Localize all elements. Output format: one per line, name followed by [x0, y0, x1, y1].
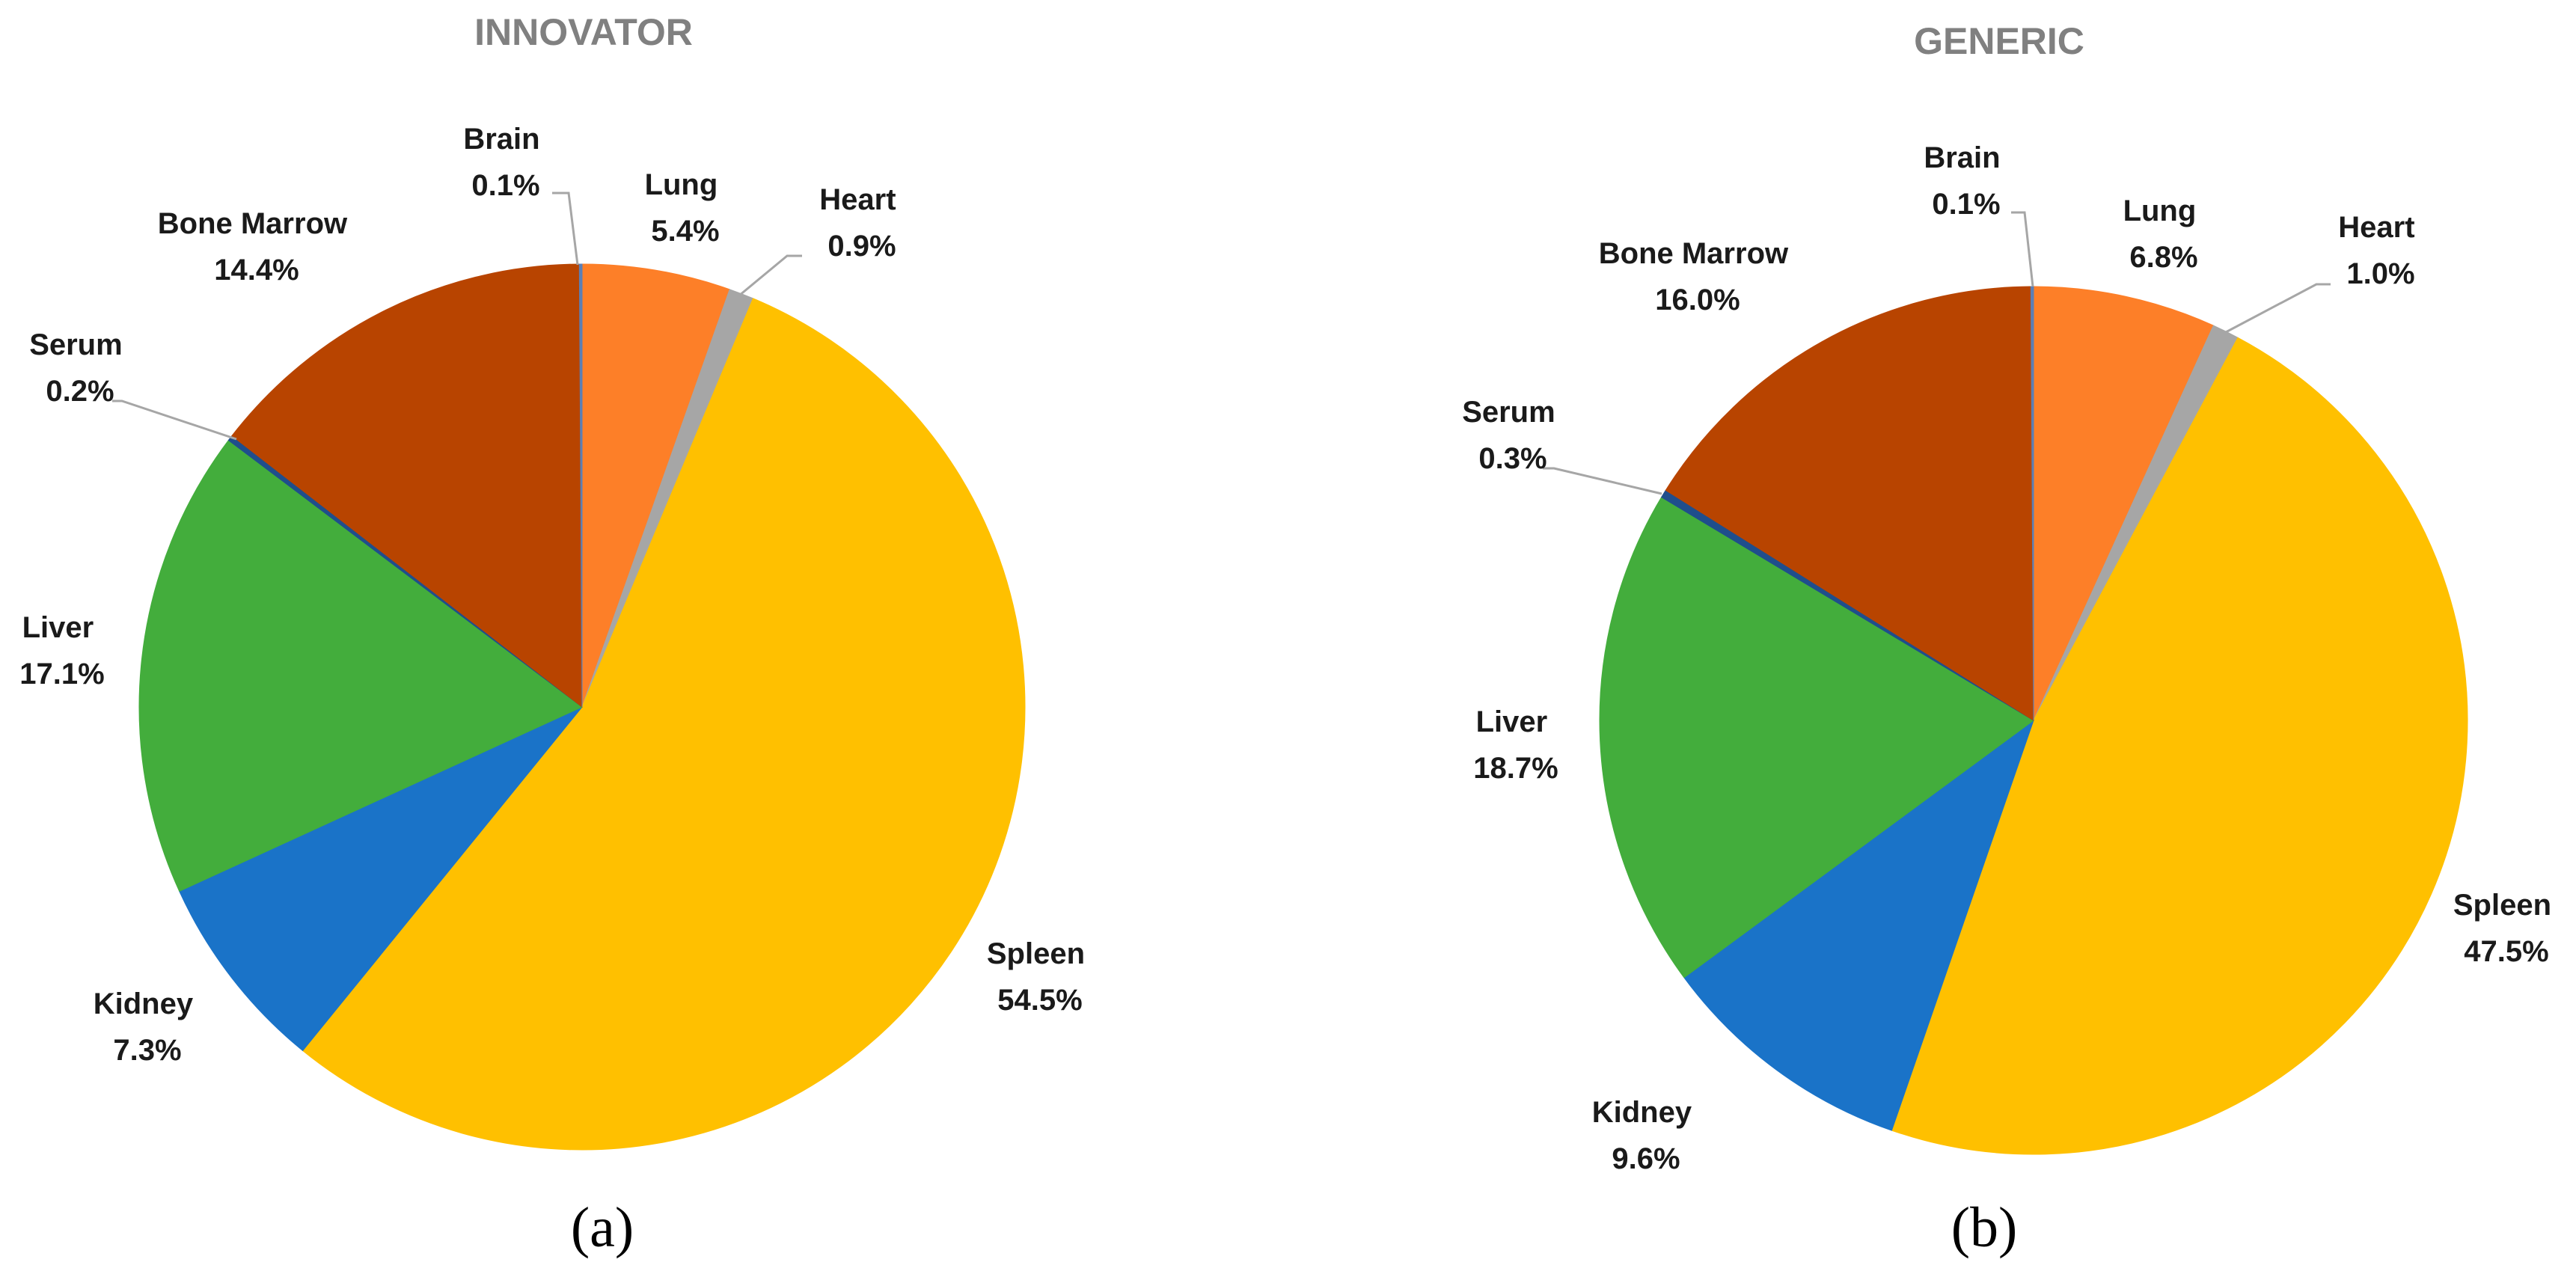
pie-slice-spleen: [302, 298, 1026, 1151]
pie-chart-generic: GENERIC Brain 0.1% Lung 6.8% Heart 1.0% …: [1462, 20, 2560, 1259]
pie-slice-liver: [138, 439, 583, 892]
slice-label-lung: Lung 6.8%: [2123, 195, 2205, 274]
slice-label-bone-marrow: Bone Marrow 16.0%: [1599, 237, 1796, 316]
pie-slice-bone-marrow: [1665, 286, 2034, 721]
leader-line-serum: [1543, 467, 1662, 495]
pie-slices-generic: [1599, 286, 2468, 1155]
leader-line-brain: [552, 192, 579, 266]
pie-slice-kidney: [179, 706, 583, 1052]
slice-label-bone-marrow: Bone Marrow 14.4%: [158, 207, 355, 287]
chart-caption-a: (a): [571, 1196, 634, 1259]
leader-line-serum: [112, 399, 237, 441]
slice-label-serum: Serum 0.2%: [29, 328, 131, 408]
pie-chart-innovator: INNOVATOR Brain 0.1% Lung 5.4% Heart 0.9…: [19, 11, 1093, 1259]
pie-slice-brain: [578, 263, 583, 708]
slice-label-spleen: Spleen 47.5%: [2453, 889, 2560, 968]
pie-slice-liver: [1599, 496, 2034, 979]
slice-label-lung: Lung 5.4%: [645, 168, 726, 248]
slice-label-kidney: Kidney 7.3%: [94, 987, 201, 1067]
slice-label-spleen: Spleen 54.5%: [987, 937, 1093, 1017]
pie-slices-innovator: [138, 263, 1026, 1151]
slice-label-serum: Serum 0.3%: [1462, 396, 1564, 475]
leader-line-brain: [2011, 211, 2034, 287]
pie-slice-lung: [2033, 286, 2215, 721]
slice-label-brain: Brain 0.1%: [463, 123, 548, 202]
slice-label-liver: Liver 18.7%: [1473, 705, 1558, 785]
chart-title-innovator: INNOVATOR: [474, 11, 693, 53]
chart-caption-b: (b): [1951, 1196, 2018, 1259]
slice-label-liver: Liver 17.1%: [19, 611, 104, 690]
slice-label-heart: Heart 0.9%: [819, 183, 904, 263]
pie-slice-kidney: [1683, 719, 2034, 1131]
slice-label-heart: Heart 1.0%: [2338, 211, 2423, 290]
pie-slice-lung: [581, 263, 730, 708]
pie-slice-spleen: [1891, 337, 2468, 1155]
slice-label-kidney: Kidney 9.6%: [1592, 1096, 1700, 1175]
slice-label-brain: Brain 0.1%: [1924, 141, 2008, 221]
pie-slice-bone-marrow: [231, 263, 583, 708]
leader-line-heart: [738, 254, 802, 297]
chart-title-generic: GENERIC: [1914, 20, 2084, 62]
leader-line-heart: [2225, 283, 2331, 334]
